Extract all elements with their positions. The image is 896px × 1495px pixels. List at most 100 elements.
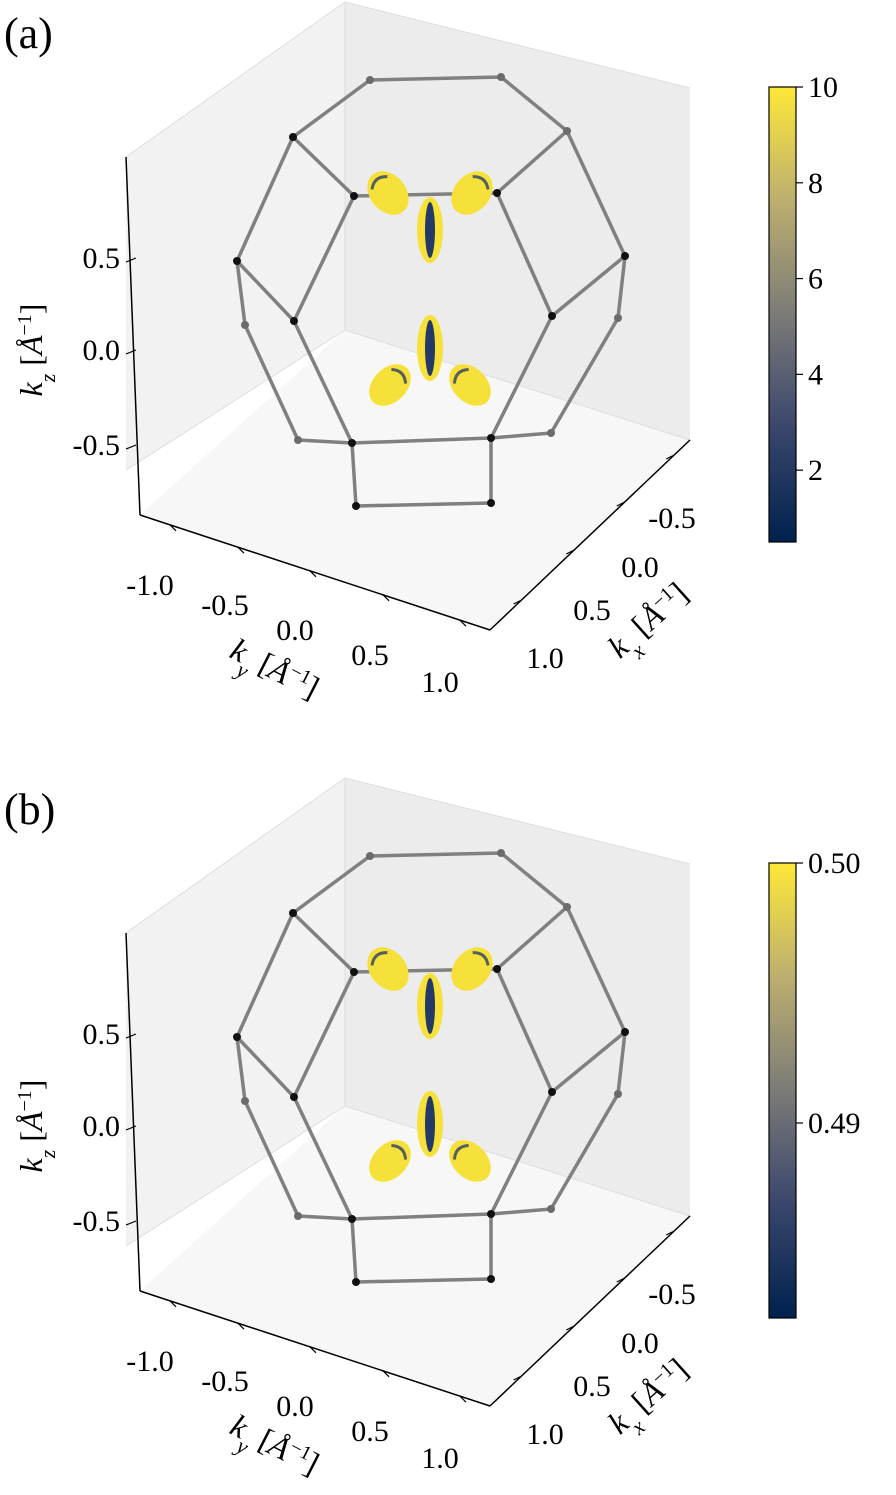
bz-edge	[235, 259, 296, 323]
kz-tick-label: 0.5	[83, 242, 121, 275]
fermi-pocket-shading	[370, 951, 388, 966]
ky-tick-label: 0.5	[351, 1415, 389, 1448]
bz-vertex	[350, 192, 358, 200]
kz-axis-label: kz [Å−1]	[13, 1080, 60, 1173]
kx-tick-mark	[665, 454, 675, 460]
bz-vertex	[348, 1215, 356, 1223]
kx-axis-label-text: kx [Å−1]	[601, 575, 702, 673]
bz-vertex	[547, 1205, 555, 1213]
ky-tick-mark	[382, 594, 390, 602]
kz-tick-label: 0.5	[83, 1018, 121, 1051]
bz-vertex	[563, 903, 571, 911]
bz-edge	[499, 75, 569, 133]
ky-tick-mark	[459, 619, 467, 627]
kz-axis-label-part-0: k	[13, 1157, 49, 1172]
kx-axis-label: kx [Å−1]	[601, 575, 702, 673]
ky-axis-label-text: ky [Å−1]	[220, 1407, 325, 1491]
ky-tick-mark	[237, 1322, 245, 1330]
bz-vertex	[241, 321, 249, 329]
kx-tick-label: 1.0	[526, 642, 564, 675]
bz-edge	[235, 1035, 296, 1099]
kx-axis-label: kx [Å−1]	[601, 1351, 702, 1449]
kx-tick-label: -0.5	[648, 1278, 696, 1311]
kz-tick-label: -0.5	[73, 1205, 121, 1238]
ky-tick-label: -0.5	[201, 1365, 249, 1398]
bz-vertex	[614, 314, 622, 322]
kz-tick-mark	[125, 444, 137, 450]
ky-tick-label: -0.5	[201, 589, 249, 622]
kz-axis-label-part-2: [	[13, 1131, 49, 1150]
bz-edge	[292, 1095, 354, 1221]
bz-vertex	[493, 189, 501, 197]
fermi-pocket-central-core	[425, 1096, 435, 1152]
ky-tick-label: 1.0	[421, 666, 459, 699]
kx-tick-label: -0.5	[648, 502, 696, 535]
bz-vertex	[366, 76, 374, 84]
fermi-pocket-shading	[370, 175, 388, 190]
bz-edge	[235, 135, 295, 263]
kx-tick-label: 0.5	[573, 1370, 611, 1403]
fermi-pocket-shading	[452, 1143, 469, 1160]
bz-edge	[291, 78, 372, 139]
bz-edge	[565, 905, 627, 1034]
kz-tick-label: -0.5	[73, 429, 121, 462]
bz-edge	[489, 431, 553, 440]
kz-axis-label-text: kz [Å−1]	[13, 1080, 60, 1173]
bz-edge	[499, 851, 569, 909]
bz-vertex	[241, 1097, 249, 1105]
ky-tick-mark	[309, 570, 317, 578]
colorbar-tick-label: 8	[808, 167, 823, 200]
panel-b: -0.5 0.0 0.5 -1.0 -0.5 0.0 0.5 1.0 -0.5 0.0 0.5 1.0…	[4, 777, 861, 1491]
bz-edge	[368, 75, 503, 82]
bz-vertex	[497, 849, 505, 857]
kz-axis-label-part-3: Å	[13, 335, 49, 357]
colorbar-tick-label: 10	[808, 71, 838, 104]
fermi-pocket-central-core	[425, 320, 435, 376]
kz-axis-label-part-1: z	[35, 373, 60, 383]
ky-tick-mark	[309, 1346, 317, 1354]
bz-edge	[489, 1090, 554, 1216]
fermi-pocket-shading	[391, 1143, 408, 1160]
fermi-pocket-central-core	[425, 202, 435, 258]
ky-tick-mark	[237, 546, 245, 554]
fermi-pocket	[367, 171, 409, 215]
bz-vertex	[621, 1028, 629, 1036]
bz-vertex	[366, 852, 374, 860]
kx-tick-label: 0.0	[621, 1327, 659, 1360]
bz-edge	[243, 323, 300, 442]
bz-edge	[616, 254, 627, 320]
kx-tick-mark	[616, 501, 626, 507]
colorbar-tick-label: 6	[808, 263, 823, 296]
colorbar	[768, 86, 797, 543]
bz-edge	[292, 970, 356, 1099]
bz-vertex	[487, 1275, 495, 1283]
bz-edge	[296, 438, 354, 445]
bz-edge	[291, 854, 372, 915]
floor-pane	[140, 1106, 690, 1406]
bz-vertex	[487, 1210, 495, 1218]
fermi-pocket	[449, 1140, 491, 1182]
bz-vertex	[493, 965, 501, 973]
bz-edge	[495, 967, 554, 1094]
bz-vertex	[348, 439, 356, 447]
bz-edge	[368, 851, 503, 858]
panel-label: (b)	[4, 785, 55, 834]
bz-edge	[291, 135, 356, 198]
kx-tick-mark	[513, 1375, 522, 1381]
bz-vertex	[487, 434, 495, 442]
kx-axis-label-text: kx [Å−1]	[601, 1351, 702, 1449]
ky-tick-label: 0.5	[351, 639, 389, 672]
fermi-pocket-central-core	[425, 978, 435, 1034]
bz-vertex	[294, 1212, 302, 1220]
panel-a-content: -0.5 0.0 0.5 -1.0 -0.5 0.0 0.5 1.0 -0.5 0.0 0.5 1.0…	[4, 1, 838, 706]
bz-vertex	[548, 312, 556, 320]
bz-edge	[549, 1092, 620, 1211]
bz-edge	[350, 436, 493, 445]
panel-a: -0.5 0.0 0.5 -1.0 -0.5 0.0 0.5 1.0 -0.5 0.0 0.5 1.0…	[4, 1, 838, 706]
bz-edge	[489, 314, 554, 440]
fermi-pocket-shading	[391, 367, 408, 384]
bz-vertex	[233, 257, 241, 265]
kz-tick-label: 0.0	[83, 1110, 121, 1143]
bz-edge	[235, 1035, 247, 1103]
